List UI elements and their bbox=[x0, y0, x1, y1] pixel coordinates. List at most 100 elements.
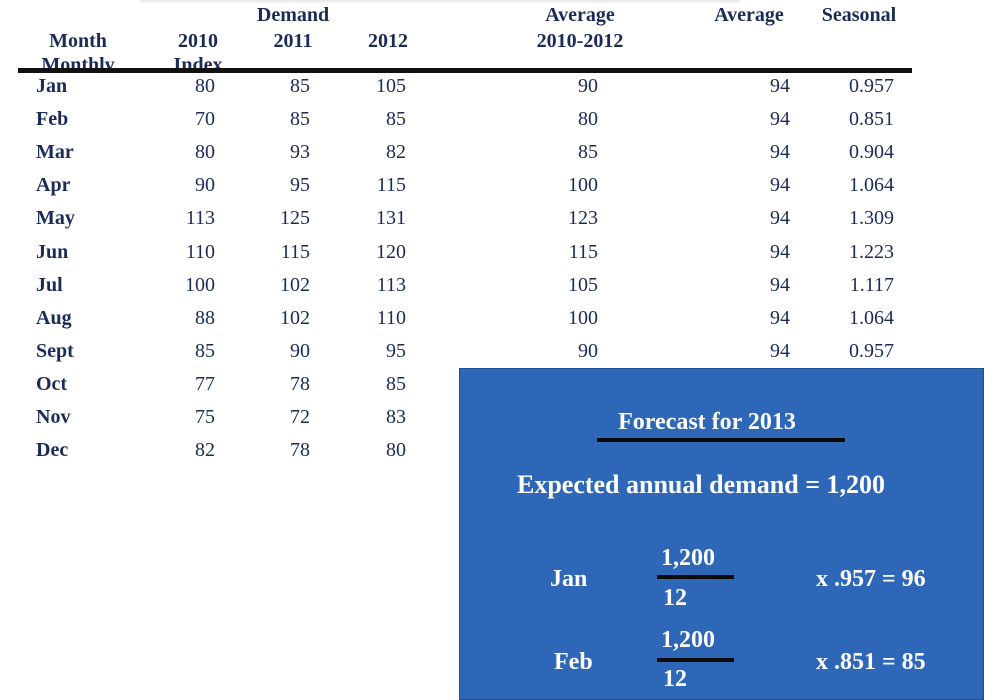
cell-avg: 105 bbox=[568, 273, 598, 296]
forecast-expected-demand: Expected annual demand = 1,200 bbox=[516, 470, 886, 499]
row-month-label: Nov bbox=[36, 406, 71, 428]
cell-d2011: 95 bbox=[290, 174, 310, 197]
cell-d2010: 82 bbox=[195, 439, 215, 462]
cell-avg: 90 bbox=[578, 75, 598, 97]
cell-avg: 123 bbox=[568, 207, 598, 230]
cell-d2012: 85 bbox=[386, 372, 406, 395]
cell-d2012: 115 bbox=[376, 174, 406, 197]
header-2012: 2012 bbox=[368, 30, 408, 52]
row-month-label: Feb bbox=[36, 108, 69, 131]
forecast-title-underline bbox=[597, 438, 845, 442]
cell-index: 0.904 bbox=[849, 141, 894, 164]
header-index: Index bbox=[173, 54, 223, 76]
row-month-label: Dec bbox=[36, 439, 69, 462]
row-month-label: Aug bbox=[36, 306, 72, 329]
cell-d2012: 95 bbox=[386, 339, 406, 362]
cell-d2010: 110 bbox=[185, 240, 215, 263]
forecast-feb-result: x .851 = 85 bbox=[816, 649, 926, 675]
header-average-monthly: Average bbox=[714, 4, 784, 26]
cell-d2010: 88 bbox=[195, 306, 215, 329]
header-monthly: Monthly bbox=[41, 54, 115, 76]
cell-monthly_avg: 94 bbox=[770, 75, 790, 97]
forecast-feb-numerator: 1,200 bbox=[661, 627, 715, 653]
cell-d2010: 77 bbox=[195, 372, 215, 395]
cell-avg: 100 bbox=[568, 306, 598, 329]
cell-d2012: 82 bbox=[386, 141, 406, 164]
cell-d2010: 75 bbox=[195, 406, 215, 428]
cell-index: 1.223 bbox=[849, 240, 894, 263]
cell-d2011: 125 bbox=[280, 207, 310, 230]
forecast-feb-label: Feb bbox=[554, 649, 593, 675]
header-average: Average bbox=[545, 4, 615, 26]
cell-d2012: 83 bbox=[386, 406, 406, 428]
forecast-title: Forecast for 2013 bbox=[618, 409, 796, 435]
forecast-feb-denominator: 12 bbox=[663, 666, 687, 692]
header-2010: 2010 bbox=[178, 30, 218, 52]
cell-d2012: 105 bbox=[376, 75, 406, 97]
row-month-label: Jun bbox=[36, 240, 69, 263]
cell-d2011: 115 bbox=[280, 240, 310, 263]
cell-d2012: 113 bbox=[376, 273, 406, 296]
cell-d2010: 90 bbox=[195, 174, 215, 197]
cell-monthly_avg: 94 bbox=[770, 174, 790, 197]
row-month-label: Sept bbox=[36, 339, 74, 362]
cell-d2011: 72 bbox=[290, 406, 310, 428]
cell-monthly_avg: 94 bbox=[770, 240, 790, 263]
cell-d2012: 120 bbox=[376, 240, 406, 263]
forecast-jan-denominator: 12 bbox=[663, 585, 687, 611]
cell-index: 0.851 bbox=[849, 108, 894, 131]
header-month: Month bbox=[49, 30, 107, 52]
top-shadow bbox=[140, 0, 740, 4]
cell-d2011: 102 bbox=[280, 273, 310, 296]
cell-avg: 85 bbox=[578, 141, 598, 164]
header-2011: 2011 bbox=[273, 30, 313, 52]
cell-d2010: 113 bbox=[185, 207, 215, 230]
cell-index: 1.117 bbox=[849, 273, 894, 296]
cell-d2010: 80 bbox=[195, 141, 215, 164]
row-month-label: May bbox=[36, 207, 75, 230]
cell-d2010: 100 bbox=[185, 273, 215, 296]
cell-avg: 115 bbox=[568, 240, 598, 263]
cell-d2011: 93 bbox=[290, 141, 310, 164]
forecast-jan-label: Jan bbox=[550, 566, 588, 592]
forecast-box: Forecast for 2013 Expected annual demand… bbox=[459, 368, 984, 700]
cell-d2010: 70 bbox=[195, 108, 215, 131]
forecast-feb-fraction-bar bbox=[657, 658, 734, 662]
cell-monthly_avg: 94 bbox=[770, 273, 790, 296]
row-month-label: Jul bbox=[36, 273, 63, 296]
header-demand: Demand bbox=[256, 4, 330, 26]
cell-d2012: 80 bbox=[386, 439, 406, 462]
cell-d2010: 85 bbox=[195, 339, 215, 362]
row-month-label: Apr bbox=[36, 174, 71, 197]
header-seasonal: Seasonal bbox=[821, 4, 897, 26]
cell-monthly_avg: 94 bbox=[770, 339, 790, 362]
cell-index: 1.309 bbox=[849, 207, 894, 230]
cell-monthly_avg: 94 bbox=[770, 207, 790, 230]
cell-d2011: 85 bbox=[290, 75, 310, 97]
cell-monthly_avg: 94 bbox=[770, 306, 790, 329]
cell-d2011: 85 bbox=[290, 108, 310, 131]
cell-avg: 90 bbox=[578, 339, 598, 362]
forecast-jan-result: x .957 = 96 bbox=[816, 566, 926, 592]
cell-avg: 100 bbox=[568, 174, 598, 197]
cell-d2012: 131 bbox=[376, 207, 406, 230]
row-month-label: Mar bbox=[36, 141, 74, 164]
row-month-label: Oct bbox=[36, 372, 68, 395]
forecast-jan-fraction-bar bbox=[657, 575, 734, 579]
row-month-label: Jan bbox=[36, 75, 68, 97]
cell-monthly_avg: 94 bbox=[770, 108, 790, 131]
cell-index: 0.957 bbox=[849, 339, 894, 362]
header-rule bbox=[18, 68, 912, 73]
cell-monthly_avg: 94 bbox=[770, 141, 790, 164]
forecast-jan-numerator: 1,200 bbox=[661, 545, 715, 571]
cell-index: 1.064 bbox=[849, 306, 894, 329]
cell-d2012: 110 bbox=[376, 306, 406, 329]
header-average-range: 2010-2012 bbox=[536, 30, 624, 52]
cell-index: 0.957 bbox=[849, 75, 894, 97]
cell-d2010: 80 bbox=[195, 75, 215, 97]
cell-d2011: 78 bbox=[290, 372, 310, 395]
cell-index: 1.064 bbox=[849, 174, 894, 197]
cell-avg: 80 bbox=[578, 108, 598, 131]
cell-d2011: 90 bbox=[290, 339, 310, 362]
cell-d2012: 85 bbox=[386, 108, 406, 131]
